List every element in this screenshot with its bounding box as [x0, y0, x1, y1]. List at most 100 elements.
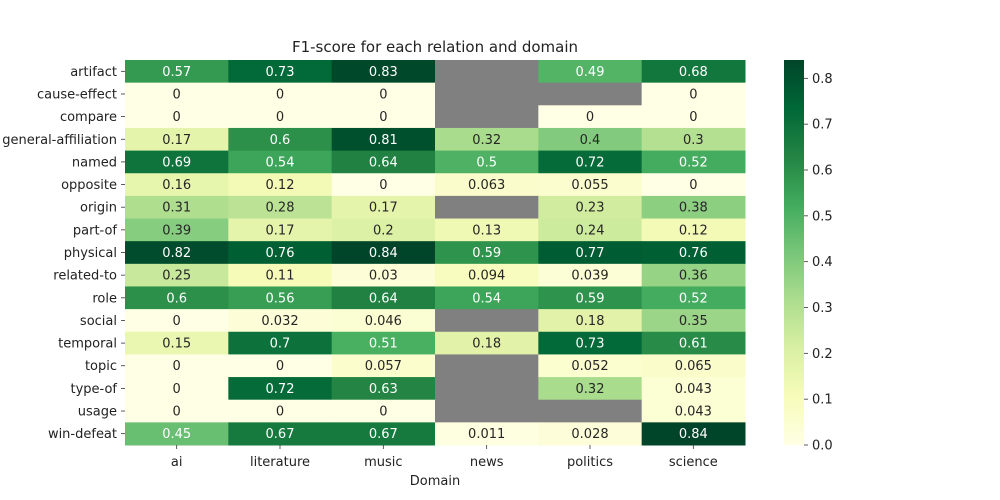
heatmap-cell — [228, 82, 333, 106]
cell-value-label: 0.69 — [162, 155, 191, 170]
y-tick-label: type-of — [70, 382, 117, 397]
cell-value-label: 0.59 — [576, 291, 605, 306]
heatmap-cell — [641, 195, 746, 220]
y-tick-label: artifact — [70, 65, 117, 80]
heatmap-cell — [125, 263, 229, 287]
cell-value-label: 0.15 — [162, 337, 191, 352]
heatmap-cell — [641, 286, 746, 310]
colorbar-tick-label: 0.4 — [812, 255, 833, 270]
heatmap-cell — [125, 173, 229, 197]
heatmap-cell — [538, 377, 643, 401]
heatmap-cell — [641, 422, 746, 446]
cell-value-label: 0 — [173, 405, 181, 420]
cell-value-label: 0.032 — [261, 314, 298, 329]
heatmap-cell — [538, 60, 643, 84]
cell-value-label: 0.6 — [270, 133, 291, 148]
y-tick-label: temporal — [58, 337, 117, 352]
heatmap-cell — [538, 263, 643, 287]
cell-value-label: 0 — [379, 110, 387, 125]
cell-value-label: 0.052 — [571, 359, 608, 374]
cell-value-label: 0.046 — [365, 314, 402, 329]
cell-value-label: 0.13 — [472, 223, 501, 238]
colorbar-tick-label: 0.0 — [812, 439, 833, 454]
cell-value-label: 0.72 — [266, 382, 295, 397]
cell-value-label: 0 — [173, 382, 181, 397]
heatmap-cell — [125, 422, 229, 446]
x-tick-label: news — [470, 455, 504, 470]
y-tick-label: origin — [80, 201, 117, 216]
heatmap-cell — [331, 422, 436, 446]
heatmap-cell — [538, 218, 643, 242]
cell-value-label: 0.23 — [576, 201, 605, 216]
x-tick-label: literature — [250, 455, 310, 470]
cell-value-label: 0.54 — [472, 291, 501, 306]
heatmap-cell — [641, 309, 746, 333]
cell-value-label: 0.81 — [369, 133, 398, 148]
heatmap-cell — [331, 331, 436, 355]
heatmap-cell — [641, 60, 746, 84]
heatmap-cell — [641, 173, 746, 197]
heatmap-cell — [228, 105, 333, 129]
cell-value-label: 0.52 — [679, 155, 708, 170]
heatmap-cell — [331, 399, 436, 423]
cell-value-label: 0 — [689, 178, 697, 193]
heatmap-cell — [435, 60, 539, 84]
heatmap-cell — [125, 354, 229, 378]
y-tick-label: social — [80, 314, 117, 329]
cell-value-label: 0.49 — [576, 65, 605, 80]
cell-value-label: 0.68 — [679, 65, 708, 80]
cell-value-label: 0.28 — [266, 201, 295, 216]
cell-value-label: 0.6 — [166, 291, 187, 306]
heatmap-cell — [125, 105, 229, 129]
heatmap-cell — [435, 286, 539, 310]
cell-value-label: 0 — [173, 110, 181, 125]
heatmap-cell — [228, 127, 333, 152]
cell-value-label: 0 — [689, 87, 697, 102]
y-tick-label: opposite — [61, 178, 117, 193]
heatmap-cell — [228, 377, 333, 401]
heatmap-cell — [435, 82, 539, 106]
colorbar-tick-label: 0.1 — [812, 393, 833, 408]
heatmap-cell — [228, 173, 333, 197]
cell-value-label: 0.67 — [369, 427, 398, 442]
heatmap-cell — [228, 399, 333, 423]
heatmap-cell — [641, 127, 746, 152]
cell-value-label: 0.17 — [266, 223, 295, 238]
heatmap-cell — [331, 195, 436, 220]
y-tick-label: general-affiliation — [2, 133, 117, 148]
cell-value-label: 0.59 — [472, 246, 501, 261]
cell-value-label: 0.45 — [162, 427, 191, 442]
heatmap-cell — [435, 263, 539, 287]
y-tick-label: related-to — [53, 269, 117, 284]
cell-value-label: 0.32 — [576, 382, 605, 397]
cell-value-label: 0.76 — [266, 246, 295, 261]
cell-value-label: 0.61 — [679, 337, 708, 352]
cell-value-label: 0.7 — [270, 337, 291, 352]
heatmap-cell — [331, 309, 436, 333]
cell-value-label: 0.51 — [369, 337, 398, 352]
heatmap-cell — [538, 82, 643, 106]
heatmap-cell — [435, 150, 539, 174]
heatmap-cell — [538, 354, 643, 378]
cell-value-label: 0.094 — [468, 269, 505, 284]
cell-value-label: 0.35 — [679, 314, 708, 329]
heatmap-cell — [641, 263, 746, 287]
heatmap-cell — [331, 105, 436, 129]
heatmap-cell — [331, 127, 436, 152]
cell-value-label: 0.17 — [162, 133, 191, 148]
cell-value-label: 0.32 — [472, 133, 501, 148]
cell-value-label: 0.043 — [675, 405, 712, 420]
heatmap-cell — [435, 218, 539, 242]
heatmap-cell — [538, 127, 643, 152]
cell-value-label: 0 — [173, 314, 181, 329]
heatmap-cell — [228, 309, 333, 333]
cell-value-label: 0.18 — [472, 337, 501, 352]
cell-value-label: 0.16 — [162, 178, 191, 193]
colorbar — [784, 60, 804, 445]
heatmap-cell — [435, 195, 539, 220]
heatmap-cell — [228, 354, 333, 378]
y-tick-label: part-of — [73, 223, 118, 238]
heatmap-cell — [641, 399, 746, 423]
cell-value-label: 0.065 — [675, 359, 712, 374]
heatmap-cell — [331, 82, 436, 106]
